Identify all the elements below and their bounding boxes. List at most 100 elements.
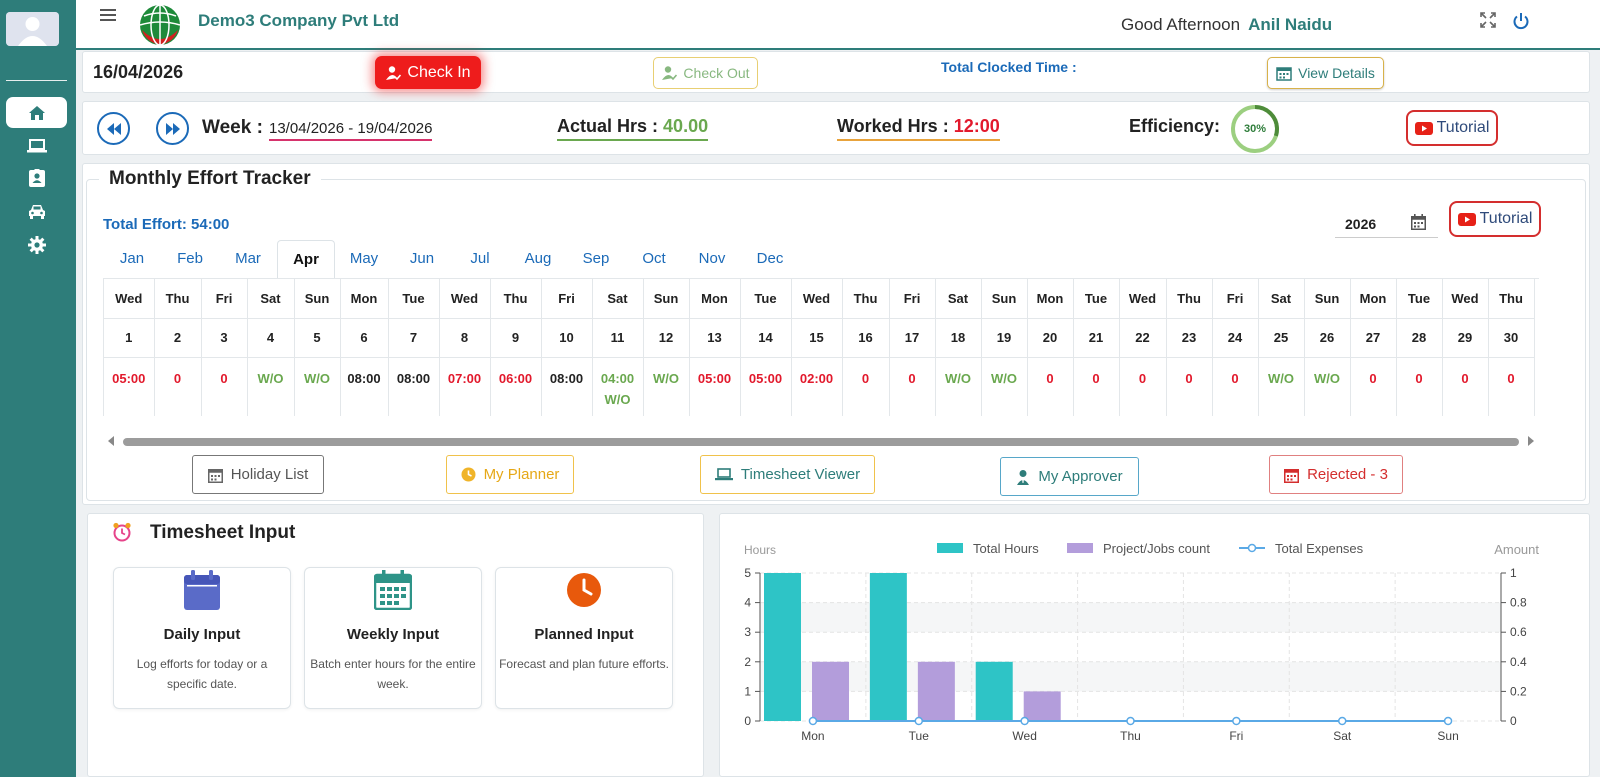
effort-cell[interactable]: W/O — [935, 357, 982, 416]
tracker-tutorial-button[interactable]: Tutorial — [1449, 201, 1541, 237]
previous-week-button[interactable] — [97, 112, 130, 145]
month-tab-apr[interactable]: Apr — [277, 240, 335, 279]
fast-forward-icon — [165, 122, 180, 135]
sidebar-item-settings[interactable] — [6, 229, 67, 260]
year-picker[interactable]: 2026 — [1335, 210, 1438, 238]
hamburger-menu-button[interactable] — [100, 8, 116, 27]
effort-value: W/O — [304, 370, 330, 386]
horizontal-scrollbar[interactable] — [103, 435, 1539, 447]
holiday-list-label: Holiday List — [230, 466, 309, 483]
effort-cell[interactable]: 0 — [201, 357, 248, 416]
month-tab-feb[interactable]: Feb — [177, 250, 203, 267]
month-tab-may[interactable]: May — [349, 250, 379, 267]
scrollbar-thumb[interactable] — [123, 438, 1519, 446]
effort-value: 0 — [1369, 370, 1377, 386]
weekly-input-card[interactable]: Weekly Input Batch enter hours for the e… — [304, 567, 482, 709]
effort-cell[interactable]: 08:00 — [388, 357, 440, 416]
view-details-label: View Details — [1298, 65, 1375, 81]
date-cell: 23 — [1166, 318, 1213, 358]
view-details-button[interactable]: View Details — [1267, 57, 1384, 89]
effort-cell[interactable]: 0 — [889, 357, 936, 416]
effort-value: 0 — [1231, 370, 1239, 386]
effort-value: 0 — [1461, 370, 1469, 386]
x-tick-label: Fri — [1229, 729, 1243, 743]
effort-cell[interactable]: 0 — [154, 357, 202, 416]
effort-cell[interactable]: 02:00 — [791, 357, 843, 416]
effort-cell[interactable]: W/O — [247, 357, 295, 416]
effort-value: 0 — [1046, 370, 1054, 386]
weekday-cell: Sat — [1258, 279, 1305, 319]
effort-cell[interactable]: 04:00 W/O — [592, 357, 644, 416]
sidebar-item-laptop[interactable] — [6, 130, 67, 161]
legend-swatch — [1067, 543, 1093, 553]
month-tab-dec[interactable]: Dec — [756, 250, 784, 267]
week-range[interactable]: 13/04/2026 - 19/04/2026 — [269, 120, 433, 141]
month-tab-jun[interactable]: Jun — [409, 250, 435, 267]
sidebar-item-car[interactable] — [6, 195, 67, 226]
company-name: Demo3 Company Pvt Ltd — [198, 11, 400, 30]
effort-value: 08:00 — [347, 370, 381, 386]
month-tab-oct[interactable]: Oct — [642, 250, 666, 267]
effort-cell[interactable]: 0 — [1119, 357, 1167, 416]
weekday-cell: Wed — [1119, 279, 1167, 319]
fullscreen-button[interactable] — [1480, 12, 1496, 33]
check-out-button[interactable]: Check Out — [653, 57, 758, 89]
my-approver-button[interactable]: My Approver — [1000, 457, 1139, 496]
date-cell: 21 — [1073, 318, 1120, 358]
effort-cell[interactable]: 08:00 — [340, 357, 389, 416]
effort-cell[interactable]: 07:00 — [439, 357, 491, 416]
effort-cell[interactable]: 0 — [1073, 357, 1120, 416]
date-cell: 18 — [935, 318, 982, 358]
calendar-x-icon — [1284, 468, 1300, 483]
daily-input-card[interactable]: Daily Input Log efforts for today or a s… — [113, 567, 291, 709]
date-cell: 10 — [541, 318, 593, 358]
effort-cell[interactable]: W/O — [643, 357, 690, 416]
month-tab-aug[interactable]: Aug — [524, 250, 552, 267]
avatar[interactable] — [6, 12, 59, 46]
effort-cell[interactable]: 0 — [1488, 357, 1535, 416]
effort-cell[interactable]: 06:00 — [490, 357, 542, 416]
rejected-button[interactable]: Rejected - 3 — [1269, 455, 1403, 494]
efficiency-ring — [1231, 105, 1279, 153]
effort-cell[interactable]: 0 — [1212, 357, 1259, 416]
sidebar-item-badge[interactable] — [6, 162, 67, 193]
effort-cell[interactable]: W/O — [1304, 357, 1351, 416]
sidebar-item-home[interactable] — [6, 97, 67, 128]
effort-cell[interactable]: 05:00 — [104, 357, 155, 416]
month-tab-jul[interactable]: Jul — [470, 250, 490, 267]
check-in-button[interactable]: Check In — [375, 56, 481, 89]
my-planner-button[interactable]: My Planner — [446, 455, 574, 494]
bar-project-jobs — [1023, 691, 1061, 721]
month-tab-mar[interactable]: Mar — [235, 250, 261, 267]
logout-button[interactable] — [1512, 12, 1530, 35]
week-tutorial-button[interactable]: Tutorial — [1406, 110, 1498, 146]
effort-cell[interactable]: 05:00 — [689, 357, 741, 416]
weekday-cell: Sat — [247, 279, 295, 319]
effort-cell[interactable]: W/O — [981, 357, 1028, 416]
effort-cell[interactable]: W/O — [1258, 357, 1305, 416]
point-total-expenses — [1020, 716, 1029, 726]
scroll-left-icon[interactable] — [107, 436, 115, 446]
holiday-list-button[interactable]: Holiday List — [192, 455, 324, 494]
next-week-button[interactable] — [156, 112, 189, 145]
effort-cell[interactable]: 0 — [1396, 357, 1443, 416]
effort-value: 08:00 — [396, 370, 431, 386]
planned-input-card[interactable]: Planned Input Forecast and plan future e… — [495, 567, 673, 709]
date-cell: 4 — [247, 318, 295, 358]
effort-cell[interactable]: W/O — [294, 357, 341, 416]
effort-cell[interactable]: 0 — [1027, 357, 1074, 416]
effort-cell[interactable]: 05:00 — [740, 357, 792, 416]
effort-cell[interactable]: 08:00 — [541, 357, 593, 416]
month-tab-sep[interactable]: Sep — [582, 250, 610, 267]
effort-cell[interactable]: 0 — [1166, 357, 1213, 416]
y-tick-label: 5 — [744, 566, 751, 580]
x-tick-label: Sat — [1333, 729, 1352, 743]
month-tab-nov[interactable]: Nov — [698, 250, 726, 267]
month-tab-jan[interactable]: Jan — [119, 250, 145, 267]
scroll-right-icon[interactable] — [1527, 436, 1535, 446]
effort-cell[interactable]: 0 — [1442, 357, 1489, 416]
effort-value: W/O — [1268, 370, 1294, 386]
timesheet-viewer-button[interactable]: Timesheet Viewer — [700, 455, 875, 494]
effort-cell[interactable]: 0 — [1350, 357, 1397, 416]
effort-cell[interactable]: 0 — [842, 357, 890, 416]
